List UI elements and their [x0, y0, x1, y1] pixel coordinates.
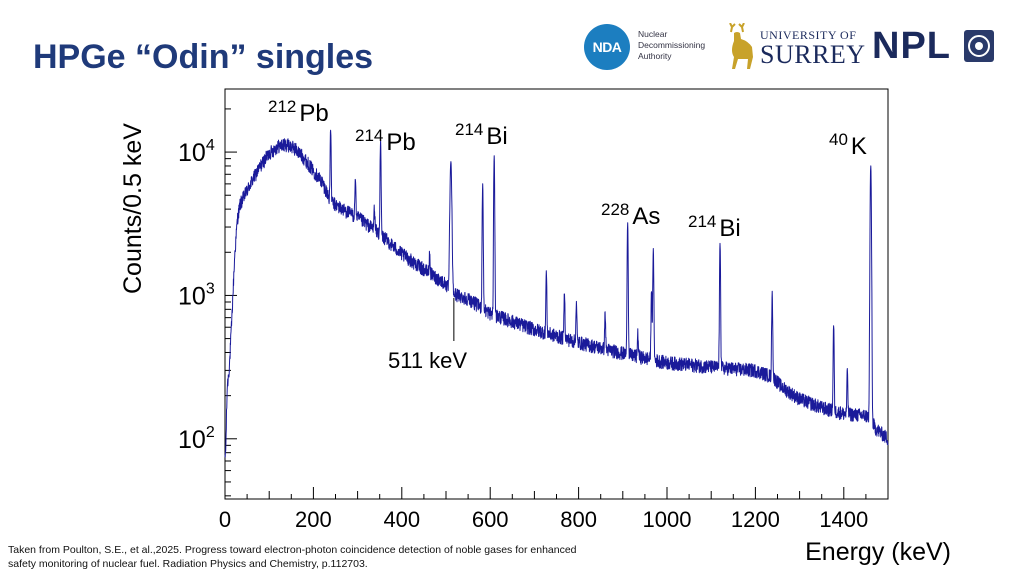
isotope-symbol: Bi	[719, 215, 740, 242]
nda-name-line3: Authority	[638, 51, 672, 61]
isotope-mass: 214	[355, 126, 383, 145]
x-tick-label: 200	[295, 507, 332, 532]
surrey-line2: SURREY	[760, 40, 866, 69]
annihilation-label: 511 keV	[388, 348, 467, 373]
isotope-symbol: K	[851, 133, 867, 160]
y-tick-exponent: 2	[206, 424, 215, 441]
slide-title: HPGe “Odin” singles	[33, 38, 374, 76]
y-tick-base: 10	[178, 426, 206, 454]
y-tick-label: 103	[178, 280, 215, 310]
isotope-mass: 214	[688, 212, 716, 231]
y-tick-label: 104	[178, 137, 215, 167]
nda-name-line2: Decommissioning	[638, 40, 706, 50]
y-axis-label: Counts/0.5 keV	[119, 123, 147, 294]
npl-wordmark: NPL	[872, 25, 951, 67]
x-tick-label: 1000	[643, 507, 692, 532]
citation-line1: Taken from Poulton, S.E., et al.,2025. P…	[8, 544, 577, 556]
y-tick-base: 10	[178, 282, 206, 310]
partner-logos: NDA Nuclear Decommissioning Authority UN…	[580, 20, 1010, 74]
isotope-mass: 228	[601, 200, 629, 219]
nda-logo-mark: NDA	[592, 39, 622, 55]
y-tick-label: 102	[178, 424, 215, 454]
npl-crest-icon	[964, 30, 994, 62]
x-axis-ticks: 0 200 400 600 800 1000 1200 1400	[219, 487, 889, 532]
isotope-mass: 40	[829, 130, 848, 149]
isotope-symbol: Pb	[299, 100, 328, 127]
y-tick-exponent: 3	[206, 280, 215, 297]
isotope-label-k40: 40 K	[829, 130, 867, 160]
isotope-label-pb214: 214 Pb	[355, 126, 416, 156]
x-axis-label: Energy (keV)	[805, 538, 951, 566]
isotope-mass: 212	[268, 97, 296, 116]
isotope-label-bi214b: 214 Bi	[688, 212, 741, 242]
y-tick-exponent: 4	[206, 137, 215, 154]
surrey-stag-icon	[729, 23, 753, 69]
nda-name-line1: Nuclear	[638, 29, 668, 39]
isotope-label-bi214a: 214 Bi	[455, 120, 508, 150]
x-tick-label: 400	[383, 507, 420, 532]
x-tick-label: 0	[219, 507, 231, 532]
isotope-symbol: Pb	[386, 129, 415, 156]
y-tick-base: 10	[178, 139, 206, 167]
x-tick-label: 1400	[819, 507, 868, 532]
x-tick-label: 800	[560, 507, 597, 532]
surrey-wordmark: UNIVERSITY OF SURREY	[760, 28, 866, 69]
citation: Taken from Poulton, S.E., et al.,2025. P…	[8, 543, 728, 571]
isotope-mass: 214	[455, 120, 483, 139]
isotope-symbol: As	[632, 203, 660, 230]
surrey-line1: UNIVERSITY OF	[760, 28, 857, 42]
isotope-symbol: Bi	[486, 123, 507, 150]
isotope-label-pb212: 212 Pb	[268, 97, 329, 127]
citation-line2: safety monitoring of nuclear fuel. Radia…	[8, 558, 368, 570]
nda-logo: NDA	[584, 24, 630, 70]
plot-frame	[224, 88, 889, 500]
x-tick-label: 600	[472, 507, 509, 532]
spectrum-line	[224, 129, 889, 458]
x-tick-label: 1200	[731, 507, 780, 532]
nda-name: Nuclear Decommissioning Authority	[638, 29, 705, 62]
isotope-label-ac228: 228 As	[601, 200, 660, 230]
